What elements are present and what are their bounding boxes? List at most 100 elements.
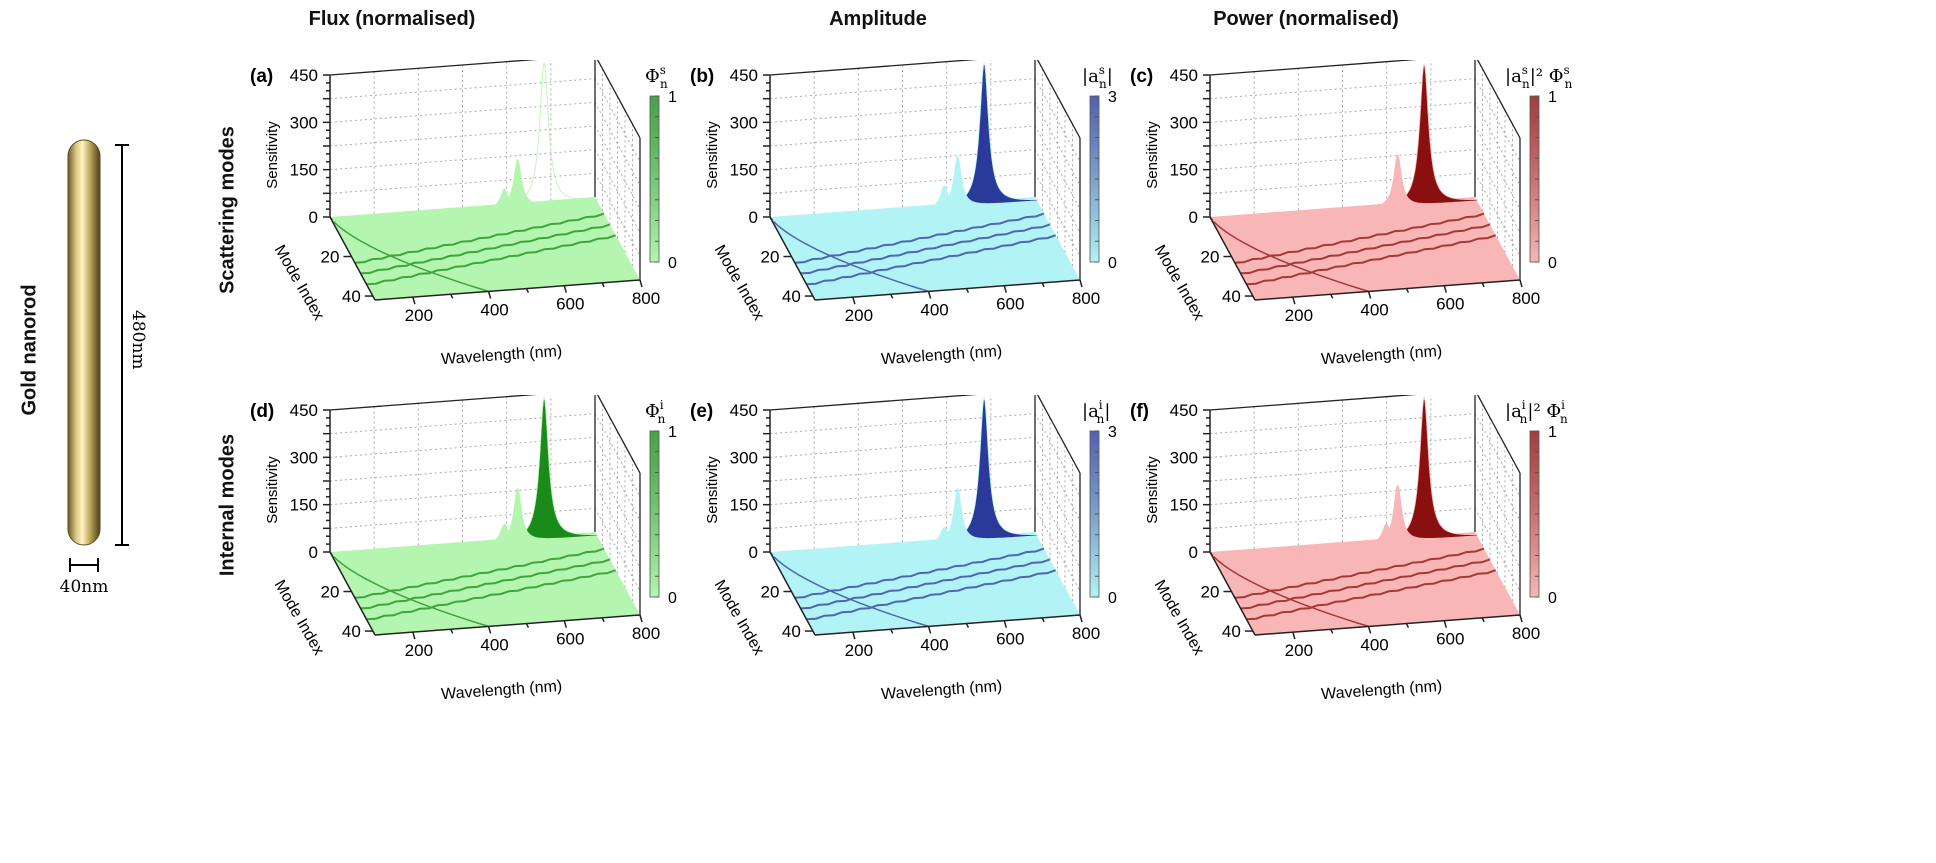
- z-tick-label: 450: [290, 66, 318, 85]
- z-tick-label: 450: [730, 401, 758, 420]
- wavelength-tick-label: 800: [632, 289, 660, 308]
- mode-structure-lines: [769, 212, 1057, 293]
- colorbar-min-label: 0: [1108, 255, 1117, 272]
- peak-mark: [1211, 396, 1478, 557]
- wavelength-tick-label: 600: [996, 630, 1024, 649]
- mode-tick-label: 40: [782, 622, 801, 641]
- axes-box: [329, 395, 641, 615]
- z-tick-label: 150: [1170, 161, 1198, 180]
- wavelength-axis-label: Wavelength (nm): [881, 678, 1003, 703]
- wavelength-tick-label: 200: [845, 641, 873, 660]
- wavelength-tick-label: 200: [405, 641, 433, 660]
- panel-label: (c): [1130, 66, 1153, 87]
- peak-mark: [771, 185, 1038, 222]
- surface-plot-b: (b) 0 150 300 450 20 40 200 400 600 800 Sensitivity…: [690, 60, 1117, 368]
- column-header-power: Power (normalised): [1213, 8, 1399, 30]
- wavelength-axis-label: Wavelength (nm): [1321, 678, 1443, 703]
- wavelength-tick-label: 800: [1072, 624, 1100, 643]
- axes: [763, 409, 1081, 636]
- wavelength-tick-label: 600: [1436, 630, 1464, 649]
- z-axis-label: Sensitivity: [1144, 456, 1161, 524]
- mode-structure-lines: [329, 212, 617, 293]
- axes-box: [329, 60, 641, 280]
- z-tick-label: 450: [1170, 401, 1198, 420]
- width-scale-bar: [69, 558, 99, 572]
- column-header-amplitude: Amplitude: [829, 8, 927, 30]
- colorbar-title: |ai n|² Φi n: [1505, 398, 1568, 426]
- z-tick-label: 0: [309, 543, 318, 562]
- wavelength-tick-label: 600: [556, 295, 584, 314]
- z-tick-label: 300: [730, 113, 758, 132]
- axes-box: [769, 60, 1081, 280]
- colorbar-title: |ai n|: [1082, 398, 1110, 426]
- z-axis-label: Sensitivity: [264, 456, 281, 524]
- peak-mark: [331, 61, 598, 222]
- axes: [323, 409, 641, 636]
- gold-nanorod-shape: [67, 139, 101, 546]
- surface-plot-d: (d) 0 150 300 450 20 40 200 400 600 800 Sensitivity…: [250, 395, 677, 703]
- z-tick-label: 0: [309, 208, 318, 227]
- colorbar-title: |as n|² Φs n: [1505, 63, 1573, 91]
- z-tick-label: 300: [1170, 448, 1198, 467]
- wavelength-tick-label: 600: [1436, 295, 1464, 314]
- peak-mark: [1211, 523, 1478, 557]
- wavelength-tick-label: 400: [1360, 300, 1388, 319]
- wavelength-axis-label: Wavelength (nm): [881, 343, 1003, 368]
- length-scale-bar: [115, 144, 129, 546]
- z-tick-label: 150: [290, 161, 318, 180]
- wavelength-tick-label: 200: [405, 306, 433, 325]
- z-tick-label: 300: [290, 448, 318, 467]
- wavelength-tick-label: 400: [920, 635, 948, 654]
- mode-tick-label: 40: [342, 287, 361, 306]
- z-tick-label: 150: [730, 161, 758, 180]
- mode-tick-label: 40: [1222, 622, 1241, 641]
- mode-structure-lines: [769, 547, 1057, 628]
- colorbar-max-label: 3: [1108, 424, 1117, 441]
- z-tick-label: 0: [1189, 208, 1198, 227]
- mode-tick-label: 20: [761, 583, 780, 602]
- axes: [1203, 74, 1521, 301]
- wavelength-tick-label: 400: [1360, 635, 1388, 654]
- length-label: 480nm: [128, 310, 148, 370]
- wavelength-tick-label: 600: [556, 630, 584, 649]
- object-label: Gold nanorod: [18, 284, 41, 416]
- panel-label: (e): [690, 401, 713, 422]
- axes: [323, 74, 641, 301]
- colorbar-max-label: 3: [1108, 89, 1117, 106]
- mode-tick-label: 20: [321, 248, 340, 267]
- peak-mark: [771, 396, 1038, 557]
- peak-mark: [1211, 154, 1478, 222]
- mode-tick-label: 20: [1201, 583, 1220, 602]
- colorbar-max-label: 1: [668, 424, 677, 441]
- surface-plot-c: (c) 0 150 300 450 20 40 200 400 600 800 Sensitivity…: [1130, 60, 1573, 368]
- z-axis-label: Sensitivity: [704, 121, 721, 189]
- mode-axis-label: Mode Index: [1151, 577, 1208, 658]
- width-label: 40nm: [60, 577, 109, 597]
- z-tick-label: 300: [290, 113, 318, 132]
- z-tick-label: 150: [290, 496, 318, 515]
- peak-mark: [331, 523, 598, 557]
- axes: [763, 74, 1081, 301]
- wavelength-axis-label: Wavelength (nm): [441, 343, 563, 368]
- wavelength-tick-label: 800: [1512, 289, 1540, 308]
- z-axis-label: Sensitivity: [704, 456, 721, 524]
- wavelength-axis-label: Wavelength (nm): [1321, 343, 1443, 368]
- panel-label: (d): [250, 401, 274, 422]
- colorbar-title: Φi n: [645, 398, 666, 426]
- z-tick-label: 150: [730, 496, 758, 515]
- mode-tick-label: 40: [1222, 287, 1241, 306]
- z-tick-label: 450: [290, 401, 318, 420]
- mode-axis-label: Mode Index: [271, 242, 328, 323]
- mode-tick-label: 40: [342, 622, 361, 641]
- axes: [1203, 409, 1521, 636]
- wavelength-tick-label: 200: [1285, 306, 1313, 325]
- peak-mark: [331, 188, 598, 222]
- surface-plot-f: (f) 0 150 300 450 20 40 200 400 600 800 Sensitivity…: [1130, 395, 1568, 703]
- wavelength-tick-label: 400: [480, 635, 508, 654]
- z-tick-label: 0: [749, 543, 758, 562]
- axes-box: [1209, 395, 1521, 615]
- surface-plot-e: (e) 0 150 300 450 20 40 200 400 600 800 Sensitivity…: [690, 395, 1117, 703]
- nanorod-illustration: 480nm 40nm: [60, 139, 148, 597]
- axes-box: [769, 395, 1081, 615]
- colorbar-max-label: 1: [1548, 424, 1557, 441]
